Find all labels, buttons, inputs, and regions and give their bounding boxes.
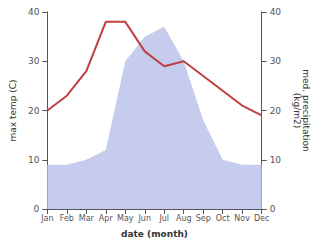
svg-text:Jan: Jan	[40, 214, 53, 223]
svg-text:Oct: Oct	[216, 214, 230, 223]
svg-text:date (month): date (month)	[121, 229, 188, 239]
svg-text:10: 10	[28, 155, 40, 165]
svg-text:Nov: Nov	[234, 214, 250, 223]
svg-text:Jul: Jul	[158, 214, 169, 223]
svg-text:med. precipitation: med. precipitation	[300, 69, 311, 152]
svg-text:Feb: Feb	[60, 214, 74, 223]
svg-text:Dec: Dec	[254, 214, 269, 223]
svg-text:40: 40	[28, 7, 40, 17]
svg-text:20: 20	[270, 106, 282, 116]
svg-text:May: May	[117, 214, 134, 223]
svg-text:Aug: Aug	[176, 214, 192, 223]
svg-text:40: 40	[270, 7, 282, 17]
svg-text:Apr: Apr	[99, 214, 114, 223]
svg-text:20: 20	[28, 106, 40, 116]
svg-text:max temp (C): max temp (C)	[8, 79, 18, 141]
svg-text:Sep: Sep	[196, 214, 211, 223]
svg-text:Mar: Mar	[79, 214, 95, 223]
svg-text:30: 30	[270, 56, 282, 66]
svg-text:10: 10	[270, 155, 282, 165]
svg-text:(kg/m2): (kg/m2)	[292, 93, 302, 128]
svg-text:Jun: Jun	[138, 214, 152, 223]
svg-text:30: 30	[28, 56, 40, 66]
svg-text:0: 0	[270, 204, 276, 214]
svg-text:0: 0	[34, 204, 40, 214]
